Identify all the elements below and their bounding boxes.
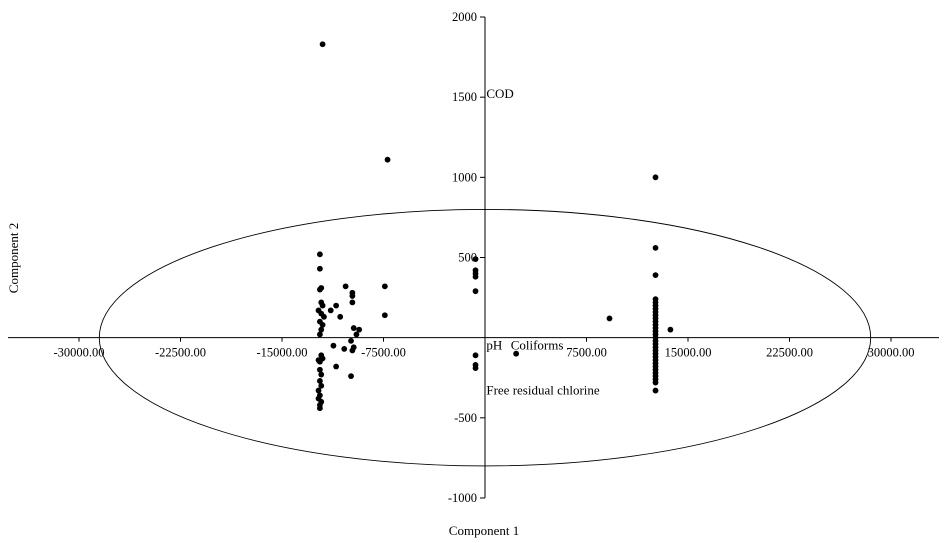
data-point xyxy=(652,244,659,251)
data-point xyxy=(318,382,325,389)
x-tick-label: 7500.00 xyxy=(566,346,607,360)
data-point xyxy=(472,256,479,263)
data-point xyxy=(316,378,323,384)
data-point xyxy=(319,302,326,309)
data-point xyxy=(349,293,356,299)
data-point xyxy=(606,315,613,322)
data-point xyxy=(316,358,323,365)
data-point xyxy=(381,283,388,290)
data-point xyxy=(333,302,340,309)
y-tick-label: -1000 xyxy=(448,491,477,505)
data-point xyxy=(337,313,344,320)
data-point xyxy=(330,342,337,349)
data-point xyxy=(513,350,520,357)
data-point xyxy=(316,331,323,338)
data-point xyxy=(341,345,348,352)
data-point xyxy=(472,288,479,295)
data-point xyxy=(316,405,323,412)
data-point xyxy=(321,313,327,320)
loading-label: pH xyxy=(486,338,502,353)
data-point xyxy=(381,312,388,319)
data-point xyxy=(316,265,323,272)
y-tick-label: -500 xyxy=(454,411,477,425)
data-point xyxy=(333,363,340,370)
data-point xyxy=(652,387,659,394)
data-point xyxy=(316,286,323,293)
data-point xyxy=(652,379,659,386)
x-tick-label: -30000.00 xyxy=(53,346,104,360)
x-tick-label: 22500.00 xyxy=(766,346,813,360)
data-point xyxy=(318,326,325,333)
x-tick-label: -15000.00 xyxy=(256,346,307,360)
data-point xyxy=(349,347,356,354)
data-point xyxy=(472,352,479,359)
data-point xyxy=(316,251,323,258)
data-point xyxy=(350,325,357,331)
y-tick-label: 1500 xyxy=(452,90,477,104)
data-point xyxy=(327,307,334,314)
data-point xyxy=(342,283,349,290)
data-point xyxy=(356,326,363,333)
data-point xyxy=(353,331,360,338)
x-tick-label: 30000.00 xyxy=(868,346,915,360)
data-point xyxy=(348,337,354,344)
data-point xyxy=(319,321,326,328)
data-point xyxy=(667,326,674,333)
data-point xyxy=(316,366,323,373)
data-point xyxy=(349,299,356,306)
data-point xyxy=(348,373,354,380)
data-point xyxy=(315,387,322,394)
y-tick-label: 2000 xyxy=(452,10,477,24)
y-tick-label: 500 xyxy=(458,251,477,265)
x-tick-label: -22500.00 xyxy=(155,346,206,360)
data-point xyxy=(472,365,479,372)
loading-label: COD xyxy=(486,86,513,101)
x-axis-title: Component 1 xyxy=(449,523,519,538)
x-tick-label: -7500.00 xyxy=(361,346,406,360)
x-tick-label: 15000.00 xyxy=(665,346,712,360)
data-point xyxy=(384,156,391,163)
data-point xyxy=(652,272,659,279)
y-tick-label: 1000 xyxy=(452,170,477,184)
data-point xyxy=(319,41,326,48)
loading-label: Free residual chlorine xyxy=(486,383,600,398)
data-point xyxy=(472,273,479,280)
y-axis-title: Component 2 xyxy=(6,223,21,293)
loading-label: Coliforms xyxy=(511,338,564,353)
data-point xyxy=(318,371,325,378)
data-point xyxy=(652,174,659,181)
